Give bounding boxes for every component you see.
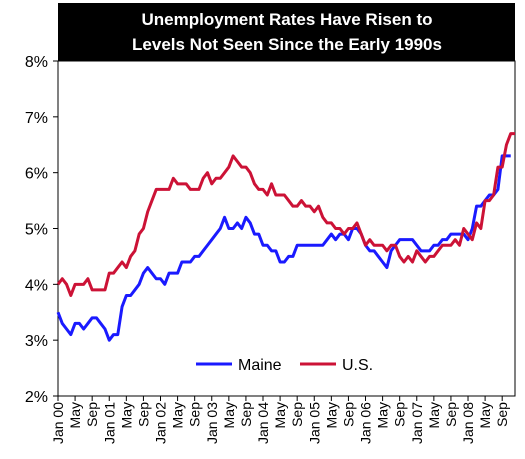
x-tick-label: Jan 05: [306, 402, 322, 444]
x-tick-label: Sep: [84, 402, 100, 427]
x-tick-label: May: [477, 402, 493, 428]
x-tick-label: Sep: [392, 402, 408, 427]
y-tick-label: 8%: [25, 54, 48, 71]
x-tick-label: May: [272, 402, 288, 428]
x-tick-label: Sep: [340, 402, 356, 427]
x-tick-label: Sep: [289, 402, 305, 427]
y-tick-label: 3%: [25, 333, 48, 350]
x-axis: Jan 00 May Sep Jan 01 May Sep Jan 02 May Sep Jan …: [50, 396, 510, 444]
y-tick-label: 5%: [25, 222, 48, 239]
legend: Maine U.S.: [196, 357, 373, 374]
x-tick-label: May: [426, 402, 442, 428]
x-tick-label: Jan 07: [409, 402, 425, 444]
y-axis: 2% 3% 4% 5% 6% 7% 8%: [25, 54, 58, 406]
legend-label-us: U.S.: [342, 357, 373, 374]
x-tick-label: May: [170, 402, 186, 428]
y-tick-label: 4%: [25, 277, 48, 294]
x-tick-label: May: [375, 402, 391, 428]
x-tick-label: Sep: [187, 402, 203, 427]
y-tick-label: 2%: [25, 389, 48, 406]
title-banner: [58, 3, 515, 61]
series-layer: [56, 132, 515, 342]
x-tick-label: Jan 03: [204, 402, 220, 444]
chart-title-line-1: Unemployment Rates Have Risen to: [142, 10, 433, 29]
x-tick-label: Jan 06: [358, 402, 374, 444]
series-line-maine: [56, 154, 511, 342]
x-tick-label: Jan 08: [460, 402, 476, 444]
x-tick-label: Jan 04: [255, 402, 271, 444]
x-tick-label: Jan 01: [101, 402, 117, 444]
chart-title-line-2: Levels Not Seen Since the Early 1990s: [132, 35, 442, 54]
x-tick-label: Jan 00: [50, 402, 66, 444]
y-tick-label: 6%: [25, 166, 48, 183]
x-tick-label: Sep: [238, 402, 254, 427]
x-tick-label: Jan 02: [153, 402, 169, 444]
x-tick-label: Sep: [135, 402, 151, 427]
y-tick-label: 7%: [25, 110, 48, 127]
x-tick-label: Sep: [494, 402, 510, 427]
x-tick-label: May: [118, 402, 134, 428]
x-tick-label: May: [67, 402, 83, 428]
x-tick-label: May: [323, 402, 339, 428]
legend-label-maine: Maine: [238, 357, 282, 374]
x-tick-label: Sep: [443, 402, 459, 427]
series-line-us: [56, 132, 515, 297]
x-tick-label: May: [221, 402, 237, 428]
